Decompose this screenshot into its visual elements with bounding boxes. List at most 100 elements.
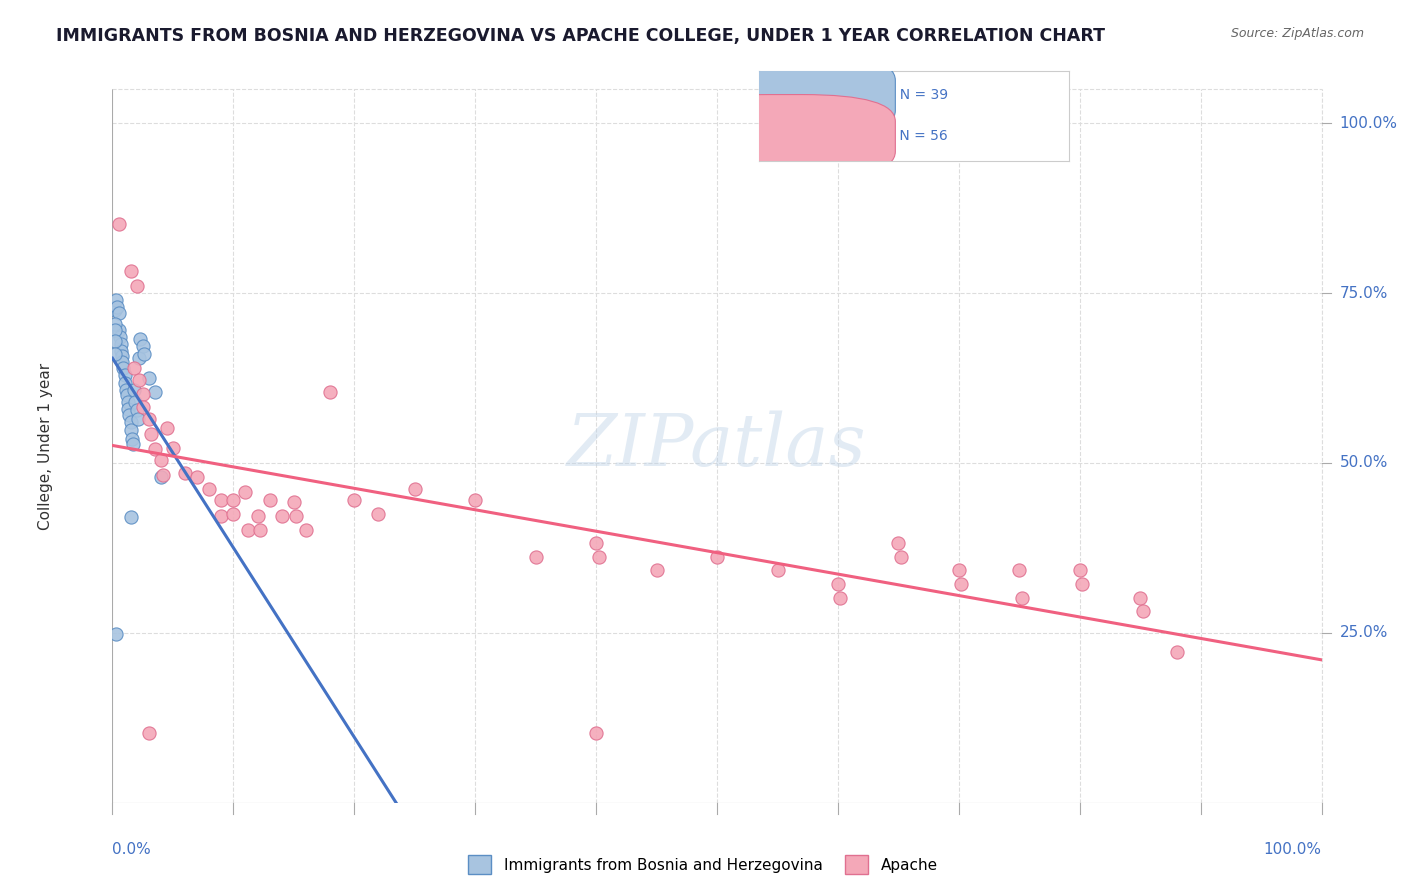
Point <box>120 423 142 437</box>
Point <box>890 549 912 564</box>
Point <box>122 383 145 397</box>
Point <box>830 591 852 605</box>
Text: 0.0%: 0.0% <box>112 842 152 857</box>
Point <box>132 339 155 353</box>
Point <box>174 466 197 480</box>
Point <box>1132 604 1154 618</box>
Point <box>125 279 148 293</box>
Point <box>588 549 610 564</box>
Point <box>149 452 172 467</box>
Point <box>222 493 245 508</box>
Point <box>143 384 166 399</box>
FancyBboxPatch shape <box>676 95 896 178</box>
Point <box>236 523 259 537</box>
Point <box>343 493 366 508</box>
Point <box>1011 591 1033 605</box>
Point <box>122 437 145 451</box>
Point <box>120 510 142 524</box>
Point <box>404 482 426 496</box>
Point <box>246 508 269 523</box>
Point <box>117 394 139 409</box>
Point <box>209 493 232 508</box>
Point <box>138 371 160 385</box>
Point <box>270 508 292 523</box>
Point <box>105 293 128 307</box>
Point <box>110 343 132 358</box>
Point <box>114 383 136 397</box>
Point <box>1166 645 1188 659</box>
Point <box>186 469 208 483</box>
Point <box>125 403 148 417</box>
Point <box>128 373 150 387</box>
Text: 25.0%: 25.0% <box>1340 625 1388 640</box>
Point <box>104 334 127 348</box>
Point <box>112 360 135 375</box>
Point <box>283 495 305 509</box>
Point <box>104 347 127 361</box>
Point <box>104 323 127 337</box>
Point <box>950 577 973 591</box>
Point <box>827 577 849 591</box>
Point <box>118 409 141 423</box>
Point <box>198 482 221 496</box>
Point <box>464 493 486 508</box>
Text: R = -0.432   N = 56: R = -0.432 N = 56 <box>811 129 948 144</box>
FancyBboxPatch shape <box>676 54 896 137</box>
Point <box>117 401 139 416</box>
Point <box>143 442 166 457</box>
Point <box>706 549 728 564</box>
Point <box>124 394 146 409</box>
Point <box>162 441 184 455</box>
Point <box>1129 591 1152 605</box>
Point <box>110 337 132 351</box>
Point <box>107 323 129 337</box>
Point <box>235 484 257 499</box>
Point <box>367 507 389 521</box>
Point <box>149 469 172 483</box>
Text: College, Under 1 year: College, Under 1 year <box>38 362 53 530</box>
Point <box>524 549 547 564</box>
Point <box>115 388 138 402</box>
Point <box>1071 577 1094 591</box>
Point <box>107 217 129 231</box>
Legend: Immigrants from Bosnia and Herzegovina, Apache: Immigrants from Bosnia and Herzegovina, … <box>463 849 943 880</box>
Point <box>152 468 174 483</box>
Point <box>138 412 160 426</box>
Point <box>111 349 134 363</box>
Text: R = -0.669   N = 39: R = -0.669 N = 39 <box>811 88 948 103</box>
Point <box>249 523 271 537</box>
Point <box>585 536 607 550</box>
Point <box>105 627 128 641</box>
Point <box>645 563 668 577</box>
Point <box>121 432 143 446</box>
Point <box>120 415 142 429</box>
Point <box>585 726 607 740</box>
Point <box>1008 563 1031 577</box>
Point <box>127 412 149 426</box>
Point <box>104 303 127 318</box>
Point <box>107 306 129 320</box>
Point <box>285 508 308 523</box>
Point <box>295 523 318 537</box>
Text: 100.0%: 100.0% <box>1340 116 1398 131</box>
Point <box>259 493 281 508</box>
Point <box>319 384 342 399</box>
Point <box>141 427 163 442</box>
Point <box>948 563 970 577</box>
Point <box>222 507 245 521</box>
Point <box>122 360 145 375</box>
Point <box>887 536 910 550</box>
Point <box>104 317 127 331</box>
Point <box>132 386 155 401</box>
Point <box>1069 563 1091 577</box>
Point <box>128 351 150 365</box>
Point <box>156 420 179 434</box>
Point <box>108 330 131 344</box>
Text: Source: ZipAtlas.com: Source: ZipAtlas.com <box>1230 27 1364 40</box>
Point <box>209 508 232 523</box>
Point <box>766 563 789 577</box>
Point <box>132 347 155 361</box>
Point <box>129 332 152 346</box>
Point <box>120 264 142 278</box>
Point <box>114 376 136 390</box>
